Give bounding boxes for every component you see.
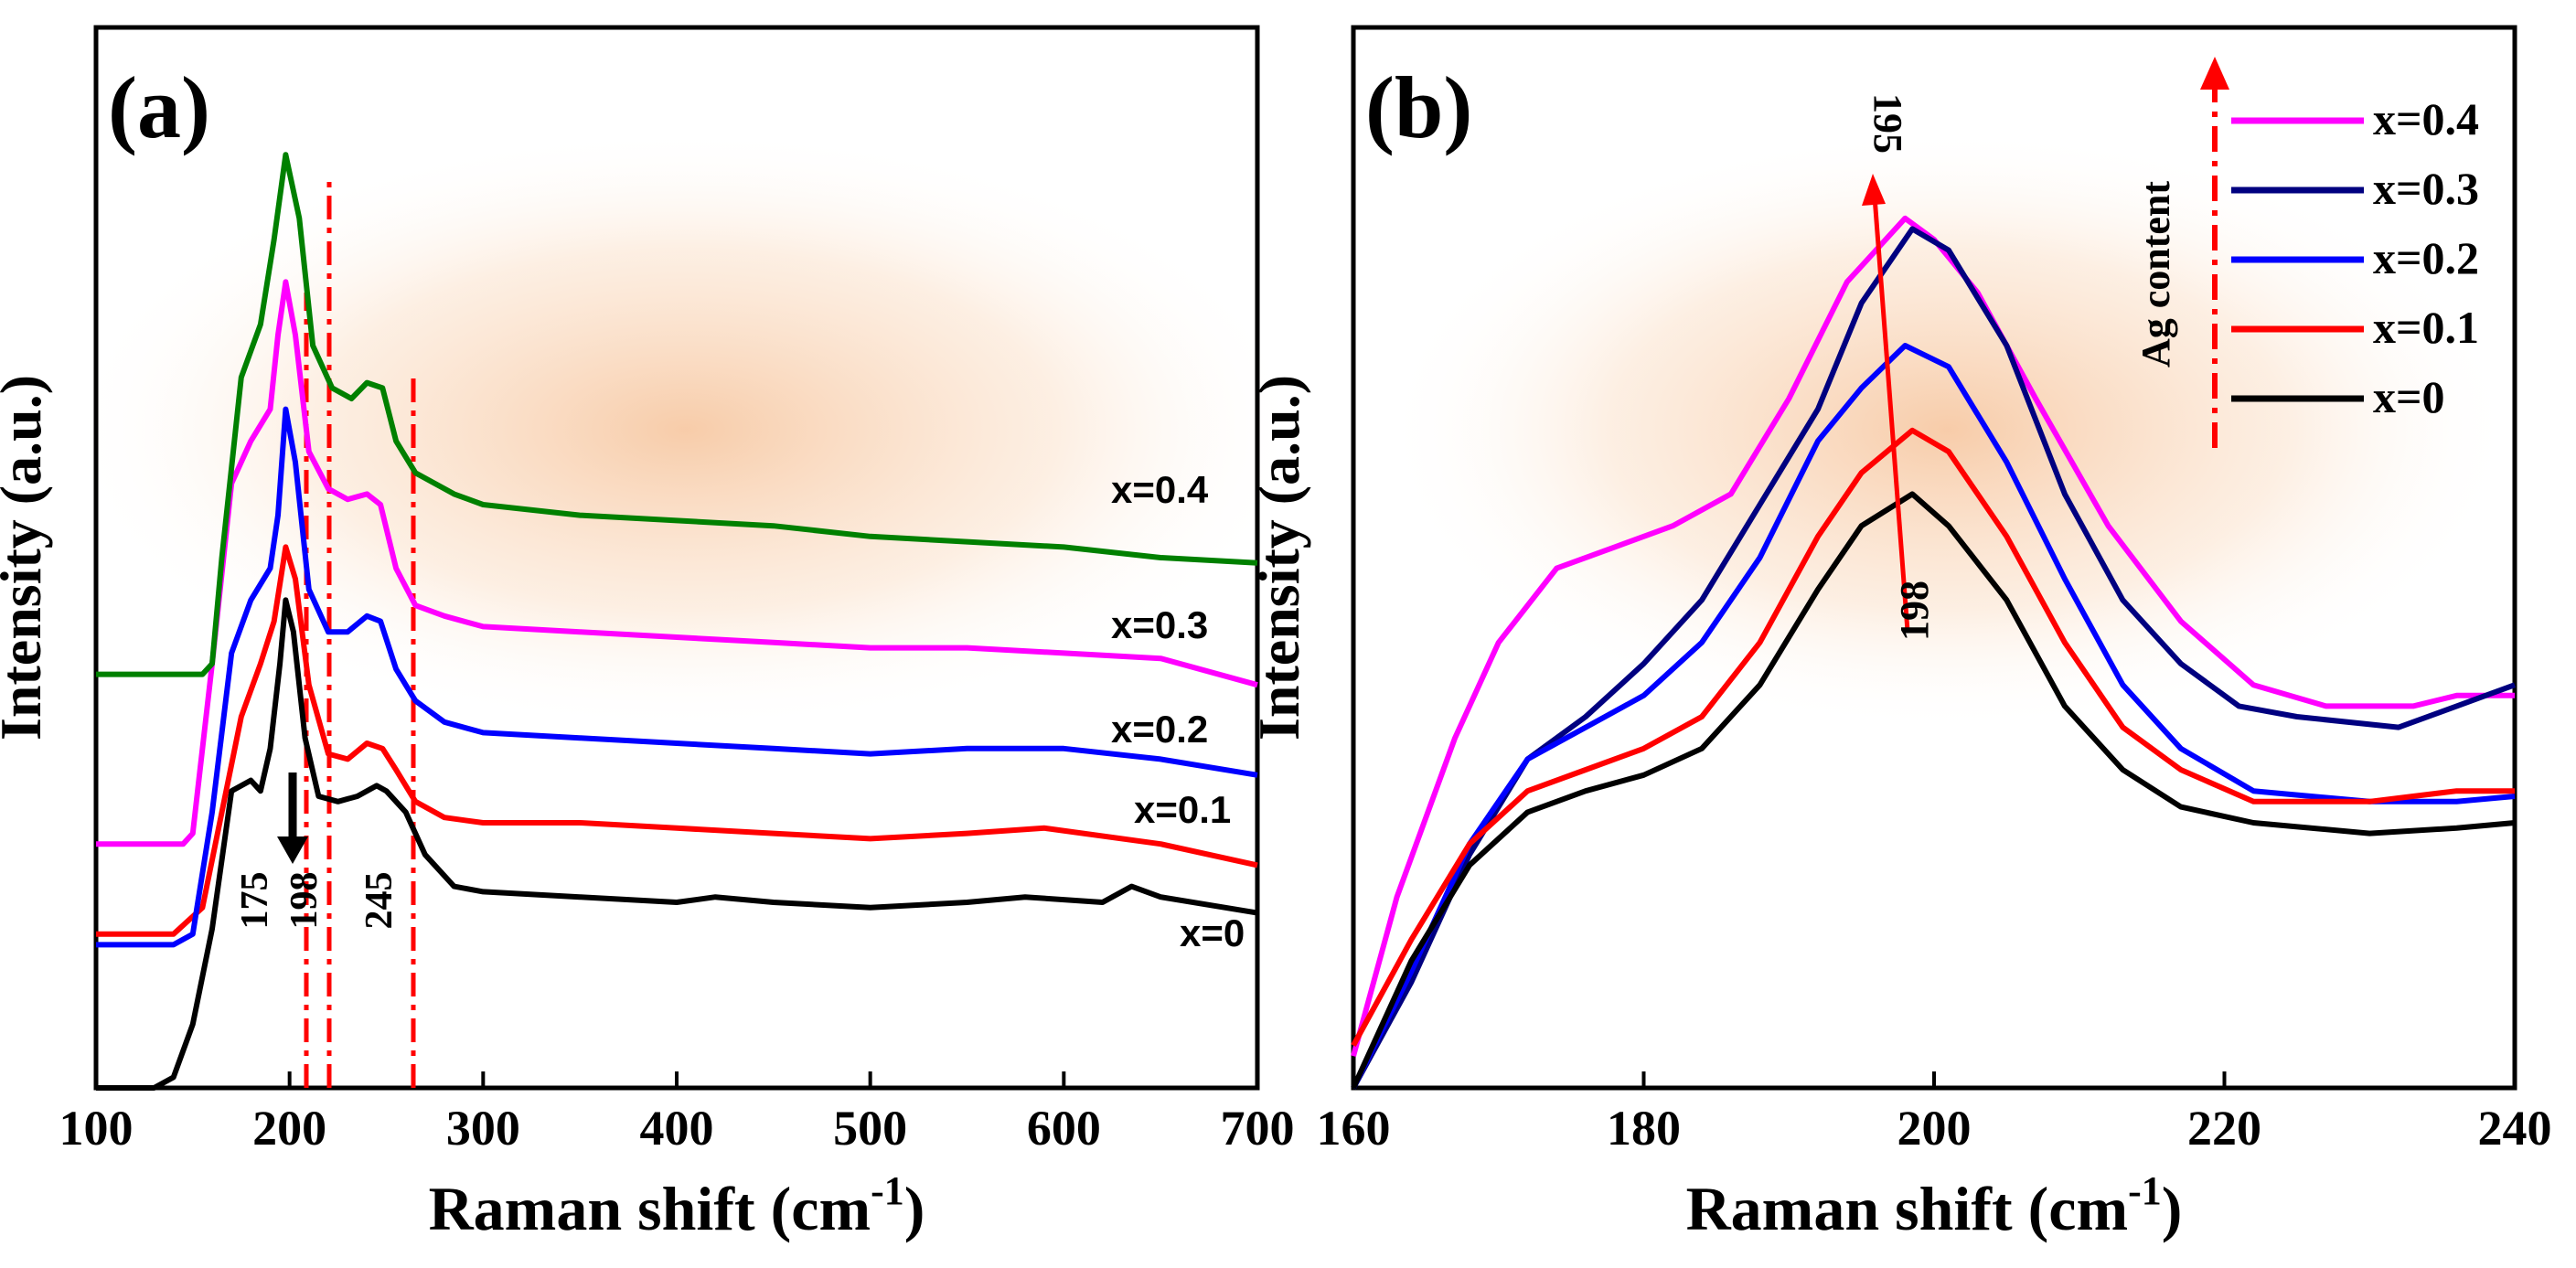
peak-label-0: 175 [234, 872, 276, 930]
peak-label-1: 198 [283, 872, 326, 930]
x-tick-label-b-1: 180 [1607, 1101, 1681, 1156]
x-tick-label-a-0: 100 [59, 1101, 134, 1156]
series-line-b-2 [1351, 343, 2516, 1090]
series-line-b-1 [1351, 226, 2517, 1090]
series-line-a-0 [96, 597, 1258, 1091]
series-line-a-2 [96, 406, 1258, 948]
legend-label-2: x=0.2 [2373, 232, 2479, 283]
series-line-a-3 [96, 279, 1258, 847]
series-line-a-4 [96, 152, 1258, 677]
panel-a-x-label: Raman shift (cm-1) [429, 1168, 925, 1243]
panel-b-x-ticks: 160 180 200 220 240 [1317, 1071, 2552, 1156]
series-line-a-1 [96, 544, 1258, 937]
panel-a-series [96, 152, 1258, 1091]
panel-b-ag-content-label: Ag content [2133, 181, 2178, 368]
panel-a-curve-labels: x=0.4 x=0.3 x=0.2 x=0.1 x=0 [1111, 468, 1245, 954]
panel-a-tag: (a) [108, 59, 210, 156]
panel-b-shift-arrow [1862, 174, 1910, 632]
x-tick-label-a-2: 300 [446, 1101, 520, 1156]
x-tick-label-b-3: 220 [2187, 1101, 2261, 1156]
panel-b-legend: x=0.4 x=0.3 x=0.2 x=0.1 x=0 [2231, 93, 2479, 422]
panel-b-ag-arrow [2200, 57, 2229, 448]
panel-a-x-ticks: 100 200 300 400 500 600 700 [59, 1071, 1295, 1156]
series-line-b-0 [1351, 215, 2515, 1057]
legend-label-4: x=0 [2373, 371, 2445, 422]
curve-label-4: x=0 [1180, 911, 1245, 954]
x-tick-label-b-2: 200 [1897, 1101, 1972, 1156]
series-line-b-4 [1351, 491, 2516, 1090]
panel-b-y-label: Intensity (a.u.) [1246, 375, 1311, 741]
panel-b: (b) 160 180 200 220 240 195 198 Ag content x… [1246, 25, 2552, 1243]
x-tick-label-b-0: 160 [1317, 1101, 1391, 1156]
curve-label-3: x=0.1 [1134, 788, 1231, 831]
legend-label-0: x=0.4 [2373, 93, 2479, 144]
panel-a-y-label: Intensity (a.u.) [0, 375, 53, 741]
panel-b-tag: (b) [1365, 59, 1472, 156]
curve-label-1: x=0.3 [1111, 603, 1208, 646]
x-tick-label-a-3: 400 [640, 1101, 714, 1156]
legend-label-1: x=0.3 [2373, 163, 2479, 214]
panel-b-peak-195: 195 [1865, 93, 1910, 154]
panel-a-peak-labels: 175 198 245 [234, 872, 401, 930]
panel-a-down-arrow [277, 773, 308, 864]
x-tick-label-a-4: 500 [833, 1101, 907, 1156]
panel-b-peak-198: 198 [1892, 581, 1937, 641]
panel-a: (a) 100 200 300 400 500 600 700 x=0.4x=0.3x=0.… [0, 25, 1295, 1243]
x-tick-label-a-6: 700 [1221, 1101, 1295, 1156]
series-line-b-3 [1351, 427, 2515, 1048]
curve-label-0: x=0.4 [1111, 468, 1209, 511]
legend-label-3: x=0.1 [2373, 302, 2479, 353]
panel-b-series [1351, 215, 2517, 1090]
x-tick-label-a-1: 200 [252, 1101, 326, 1156]
background-glow-a [64, 128, 1308, 731]
panel-b-x-label: Raman shift (cm-1) [1686, 1168, 2183, 1243]
x-tick-label-a-5: 600 [1027, 1101, 1101, 1156]
curve-label-2: x=0.2 [1111, 708, 1208, 751]
peak-label-2: 245 [358, 872, 401, 930]
x-tick-label-b-4: 240 [2478, 1101, 2552, 1156]
background-glow-b [1381, 128, 2515, 731]
